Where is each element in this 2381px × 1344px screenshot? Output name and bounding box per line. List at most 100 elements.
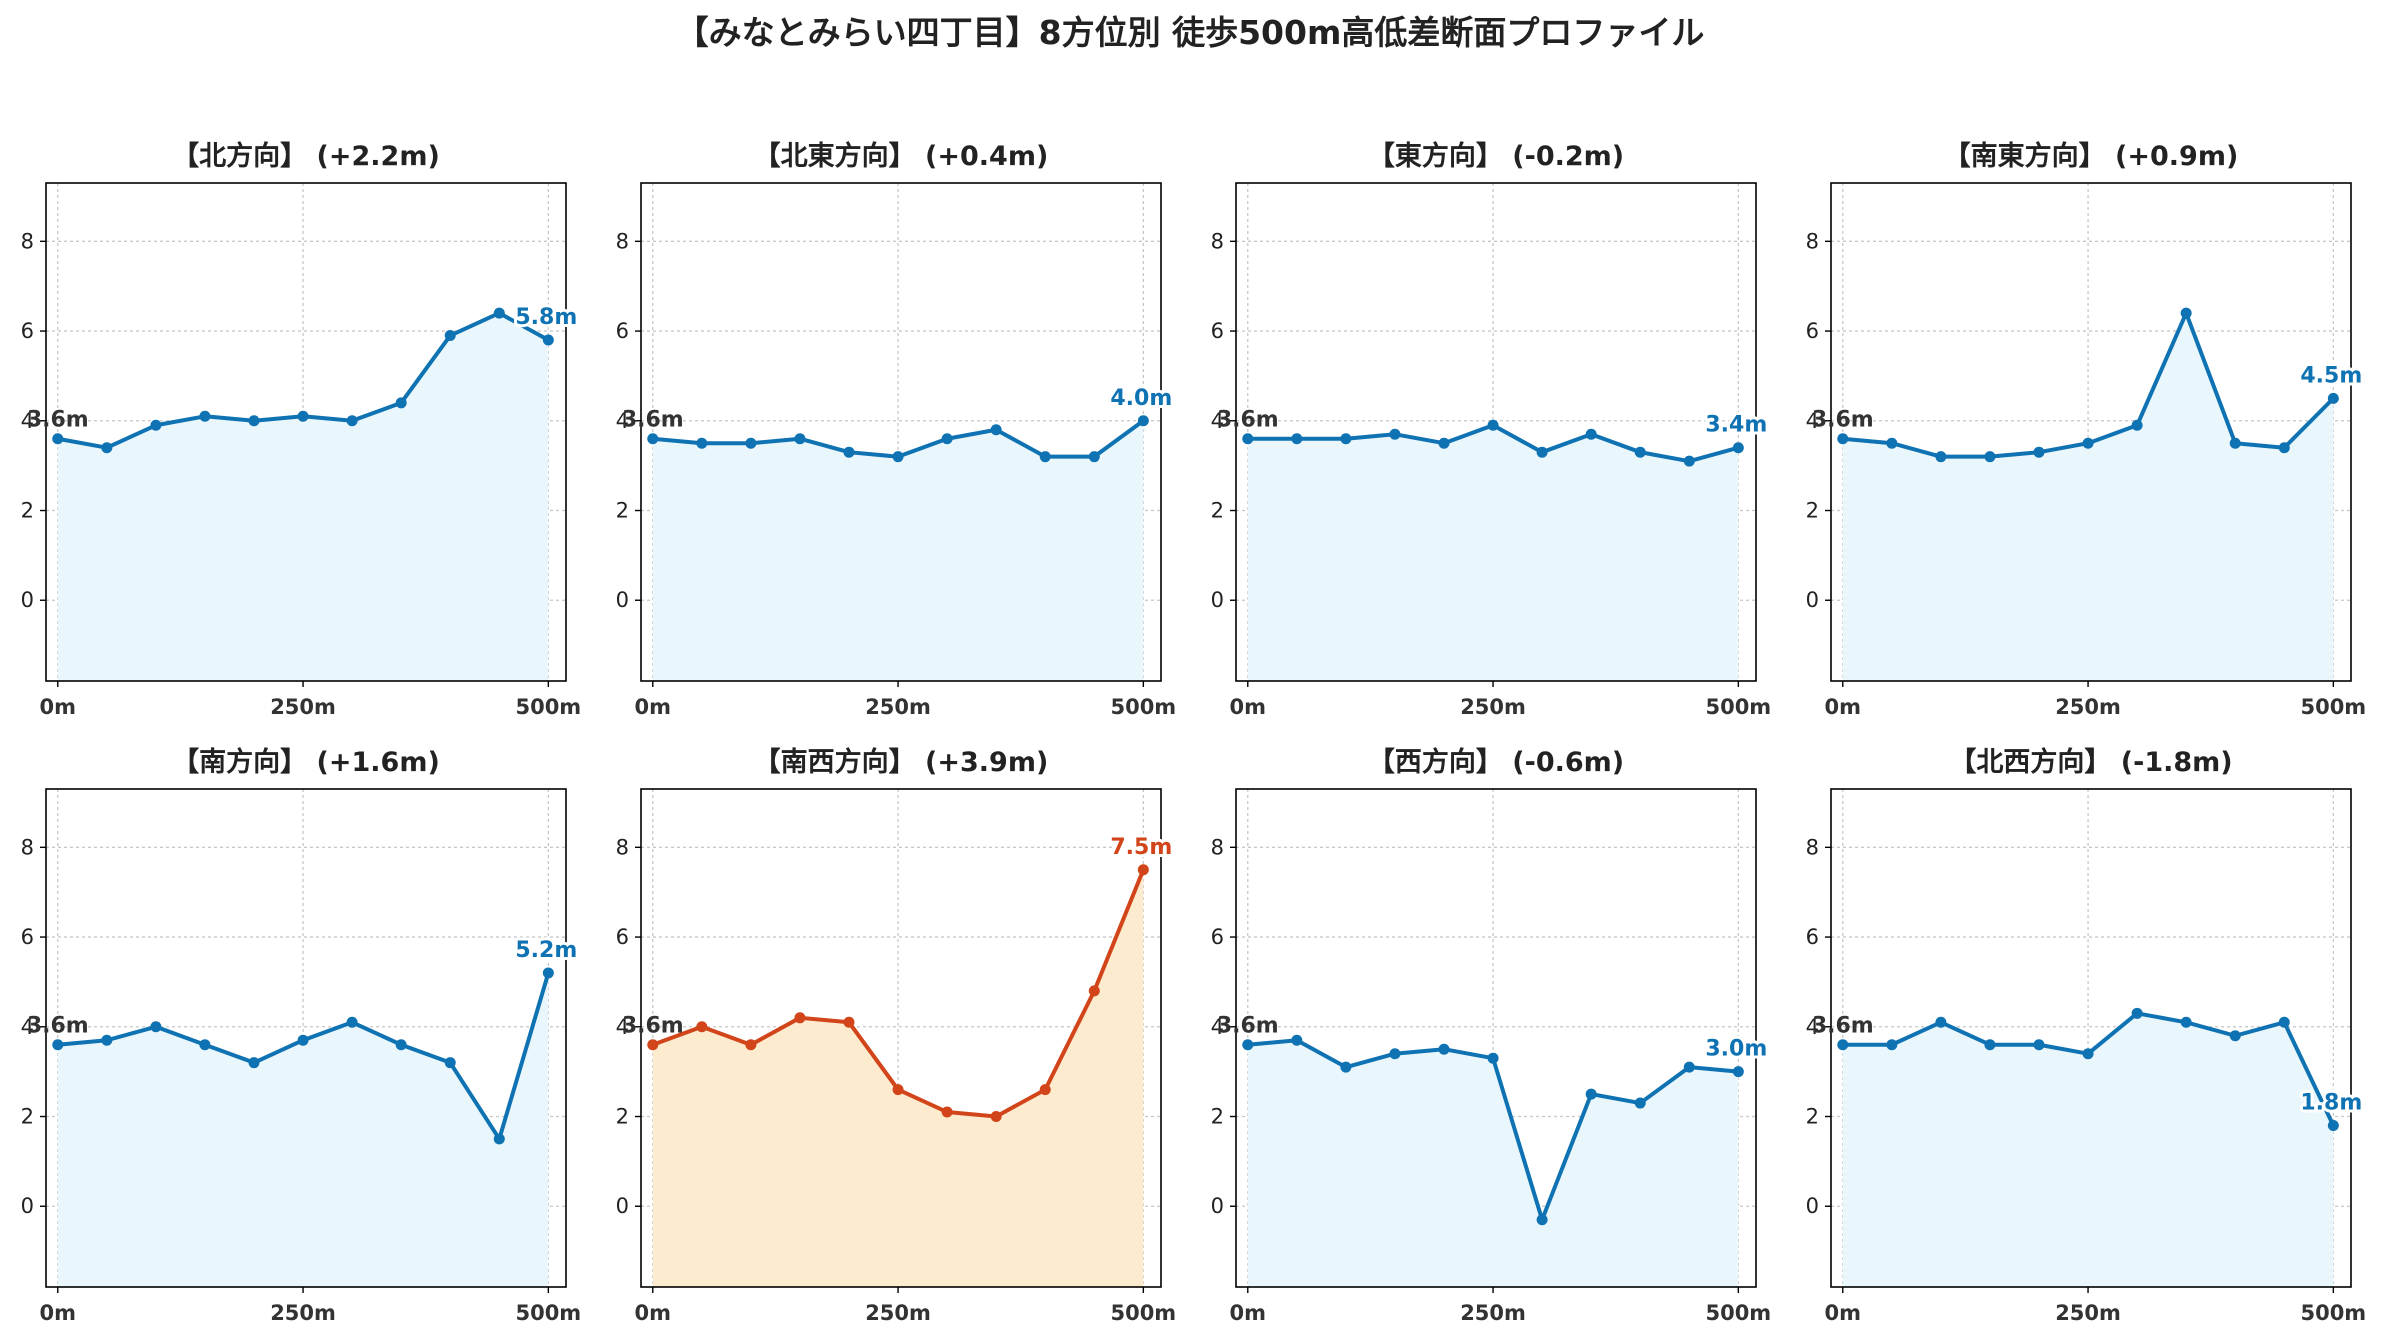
x-tick-label: 0m [40, 1301, 77, 1325]
data-point [1536, 1214, 1548, 1226]
data-point [248, 1057, 260, 1069]
y-tick-label: 2 [1211, 499, 1224, 523]
panel-5: 【南西方向】 (+3.9m) 0 2 4 6 8 0m 250m 500m 3.6m 7.5m [616, 746, 1177, 1325]
data-point [2327, 392, 2339, 404]
data-point [493, 1133, 505, 1145]
data-point [1340, 433, 1352, 445]
y-tick-label: 4 [21, 1015, 34, 1039]
data-point [990, 1111, 1002, 1123]
end-value-label: 7.5m [1110, 835, 1172, 860]
panel-6: 【西方向】 (-0.6m) 0 2 4 6 8 0m 250m 500m 3.6m 3.0m [1211, 746, 1772, 1325]
data-point [1886, 437, 1898, 449]
data-point [1837, 433, 1849, 445]
data-point [1137, 415, 1149, 427]
data-point [745, 437, 757, 449]
panel-2: 【東方向】 (-0.2m) 0 2 4 6 8 0m 250m 500m 3.6m 3.4m [1211, 140, 1772, 719]
data-point [990, 424, 1002, 436]
data-point [493, 307, 505, 319]
y-tick-label: 0 [21, 1194, 34, 1218]
x-tick-label: 500m [1705, 1301, 1771, 1325]
y-tick-label: 6 [616, 319, 629, 343]
panel-4: 【南方向】 (+1.6m) 0 2 4 6 8 0m 250m 500m 3.6m 5.2m [21, 746, 582, 1325]
x-tick-label: 250m [1460, 1301, 1526, 1325]
data-point [101, 442, 113, 454]
y-tick-label: 6 [1806, 925, 1819, 949]
end-value-label: 4.5m [2300, 363, 2362, 388]
panel-title: 【南東方向】 (+0.9m) [1944, 140, 2239, 172]
y-tick-label: 6 [1211, 319, 1224, 343]
data-point [892, 451, 904, 463]
data-point [1935, 1016, 1947, 1028]
x-tick-label: 500m [1705, 695, 1771, 719]
data-point [941, 433, 953, 445]
panel-title: 【北西方向】 (-1.8m) [1949, 746, 2232, 778]
data-point [2180, 307, 2192, 319]
data-point [199, 1039, 211, 1051]
x-tick-label: 0m [635, 695, 672, 719]
y-tick-label: 0 [1211, 588, 1224, 612]
data-point [1389, 428, 1401, 440]
data-point [2278, 1016, 2290, 1028]
data-point [1487, 419, 1499, 431]
y-tick-label: 4 [616, 409, 629, 433]
data-point [248, 415, 260, 427]
x-tick-label: 500m [515, 695, 581, 719]
x-tick-label: 0m [1825, 1301, 1862, 1325]
panel-title: 【南西方向】 (+3.9m) [754, 746, 1049, 778]
axes-frame [640, 182, 1162, 682]
data-point [150, 1021, 162, 1033]
y-tick-label: 2 [21, 1105, 34, 1129]
axes-frame [45, 182, 567, 682]
y-tick-label: 0 [616, 1194, 629, 1218]
y-tick-label: 6 [1211, 925, 1224, 949]
axes-frame [45, 788, 567, 1288]
panel-0: 【北方向】 (+2.2m) 0 2 4 6 8 0m 250m 500m 3.6m 5.8m [21, 140, 582, 719]
y-tick-label: 2 [616, 499, 629, 523]
area-fill [652, 420, 1144, 681]
data-point [395, 1039, 407, 1051]
panel-1: 【北東方向】 (+0.4m) 0 2 4 6 8 0m 250m 500m 3.6m 4.0m [616, 140, 1177, 719]
x-tick-label: 0m [635, 1301, 672, 1325]
y-tick-label: 0 [1211, 1194, 1224, 1218]
area-fill [652, 869, 1144, 1287]
axes-frame [640, 788, 1162, 1288]
data-point [2082, 437, 2094, 449]
y-tick-label: 2 [616, 1105, 629, 1129]
data-point [2033, 1039, 2045, 1051]
data-point [1242, 1039, 1254, 1051]
data-point [1487, 1052, 1499, 1064]
x-tick-label: 250m [2055, 1301, 2121, 1325]
data-point [696, 437, 708, 449]
data-point [941, 1106, 953, 1118]
axes-frame [1830, 182, 2352, 682]
data-point [444, 1057, 456, 1069]
data-point [1291, 1034, 1303, 1046]
x-tick-label: 500m [2300, 1301, 2366, 1325]
y-tick-label: 6 [21, 319, 34, 343]
y-tick-label: 2 [21, 499, 34, 523]
axes-frame [1235, 182, 1757, 682]
area-fill [1842, 313, 2334, 681]
x-tick-label: 0m [1230, 695, 1267, 719]
y-tick-label: 8 [1211, 229, 1224, 253]
area-fill [1247, 425, 1739, 681]
data-point [843, 1016, 855, 1028]
data-point [1935, 451, 1947, 463]
data-point [2082, 1048, 2094, 1060]
x-tick-label: 500m [515, 1301, 581, 1325]
end-value-label: 1.8m [2300, 1090, 2362, 1115]
data-point [1088, 451, 1100, 463]
y-tick-label: 2 [1806, 499, 1819, 523]
data-point [1438, 1043, 1450, 1055]
data-point [2327, 1119, 2339, 1131]
y-tick-label: 6 [616, 925, 629, 949]
data-point [1438, 437, 1450, 449]
data-point [1137, 864, 1149, 876]
data-point [101, 1034, 113, 1046]
data-point [1291, 433, 1303, 445]
panel-title: 【西方向】 (-0.6m) [1368, 746, 1624, 778]
data-point [1039, 451, 1051, 463]
data-point [1389, 1048, 1401, 1060]
